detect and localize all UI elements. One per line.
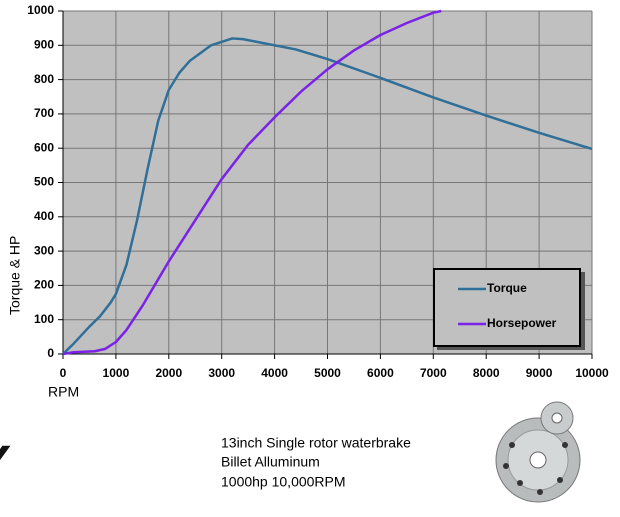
y-tick-label: 400 [34,209,54,223]
rotor-image [495,401,581,503]
legend [433,268,581,347]
x-tick-label: 7000 [420,366,447,380]
series-line [62,37,593,355]
footer-line: 1000hp 10,000RPM [221,474,346,490]
x-tick-label: 6000 [367,366,394,380]
y-tick-label: 100 [34,312,54,326]
x-axis-label: RPM [48,384,79,400]
x-tick-label: 9000 [526,366,553,380]
y-tick-label: 200 [34,278,54,292]
y-tick-label: 300 [34,243,54,257]
x-tick-label: 10000 [575,366,609,380]
x-tick-label: 5000 [314,366,341,380]
y-tick-label: 700 [34,106,54,120]
legend-entries: Torque Horsepower [458,281,557,330]
x-tick-label: 3000 [208,366,235,380]
lines [62,9,593,356]
x-tick-label: 1000 [103,366,130,380]
x-tick-label: 8000 [473,366,500,380]
y-tick-label: 500 [34,175,54,189]
y-tick-label: 900 [34,37,54,51]
footer-line: Billet Alluminum [221,454,320,470]
x-tick-label: 4000 [261,366,288,380]
legend-label: Torque [487,281,527,295]
legend-label: Horsepower [487,316,557,330]
footer-line: 13inch Single rotor waterbrake [221,435,411,451]
y-tick-label: 800 [34,72,54,86]
x-tick-label: 0 [60,366,67,380]
y-tick-label: 1000 [27,3,54,17]
y-tick-label: 0 [47,346,54,360]
y-tick-label: 600 [34,140,54,154]
x-tick-label: 2000 [155,366,182,380]
y-axis-label: Torque & HP [7,236,23,315]
logo: nsw [0,423,17,492]
series-line [62,9,442,356]
